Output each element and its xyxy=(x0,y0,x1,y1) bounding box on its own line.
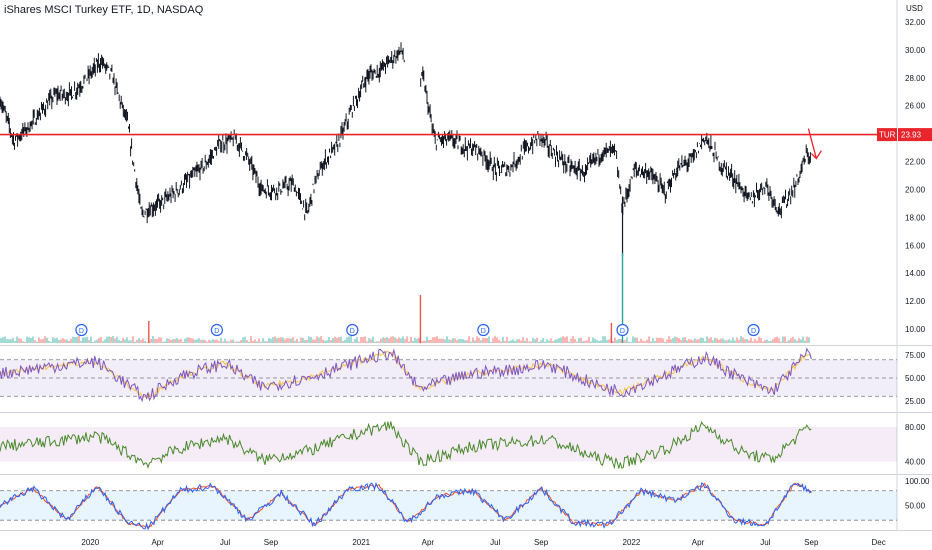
chart-title: iShares MSCI Turkey ETF, 1D, NASDAQ xyxy=(4,4,204,16)
dividend-label-2: D xyxy=(350,328,355,335)
time-tick-4: 2021 xyxy=(352,538,370,547)
time-tick-2: Jul xyxy=(220,538,230,547)
time-tick-0: 2020 xyxy=(81,538,99,547)
green-osc-tick-0: 80.00 xyxy=(905,423,926,432)
volume-up xyxy=(0,336,810,343)
price-tick-1: 30.00 xyxy=(905,46,926,55)
stoch-band xyxy=(0,490,897,521)
stoch-tick-0: 100.00 xyxy=(905,477,930,486)
time-tick-5: Apr xyxy=(422,538,435,547)
rsi-tick-1: 50.00 xyxy=(905,374,926,383)
price-tag-symbol-bg xyxy=(877,128,897,142)
projection-arrow-head xyxy=(810,150,822,160)
price-tick-3: 26.00 xyxy=(905,102,926,111)
time-tick-3: Sep xyxy=(264,538,279,547)
time-tick-10: Jul xyxy=(760,538,770,547)
stoch-tick-1: 50.00 xyxy=(905,501,926,510)
time-tick-1: Apr xyxy=(151,538,164,547)
price-tick-10: 12.00 xyxy=(905,297,926,306)
rsi-line xyxy=(0,347,812,403)
dividend-label-1: D xyxy=(214,328,219,335)
price-tick-9: 14.00 xyxy=(905,269,926,278)
price-tag-symbol: TUR xyxy=(879,131,896,140)
time-tick-9: Apr xyxy=(692,538,705,547)
price-tick-11: 10.00 xyxy=(905,325,926,334)
price-tick-7: 18.00 xyxy=(905,213,926,222)
price-tag: TUR 23.93 xyxy=(877,128,932,142)
price-tag-value: 23.93 xyxy=(901,131,922,140)
rsi-tick-0: 75.00 xyxy=(905,351,926,360)
price-tick-0: 32.00 xyxy=(905,18,926,27)
dividend-label-0: D xyxy=(79,328,84,335)
dividend-label-4: D xyxy=(620,328,625,335)
time-tick-8: 2022 xyxy=(623,538,641,547)
rsi-tick-2: 25.00 xyxy=(905,397,926,406)
dividend-marker-5 xyxy=(747,323,760,337)
dividend-marker-0 xyxy=(75,323,88,337)
time-tick-7: Sep xyxy=(534,538,549,547)
dividend-marker-3 xyxy=(477,323,490,337)
dividend-marker-1 xyxy=(210,323,223,337)
price-tick-8: 16.00 xyxy=(905,241,926,250)
price-tick-2: 28.00 xyxy=(905,74,926,83)
volume-down xyxy=(18,336,808,343)
currency-label: USD xyxy=(906,4,923,13)
projection-arrow xyxy=(807,128,818,159)
price-tag-value-bg xyxy=(898,128,932,142)
green-osc-line xyxy=(0,420,812,470)
stoch-k-line xyxy=(0,482,812,531)
dividend-marker-4 xyxy=(616,323,629,337)
time-tick-11: Sep xyxy=(804,538,819,547)
price-tick-6: 20.00 xyxy=(905,185,926,194)
green-osc-tick-1: 40.00 xyxy=(905,458,926,467)
dividend-label-3: D xyxy=(481,328,486,335)
dividend-marker-2 xyxy=(346,323,359,337)
time-tick-12: Dec xyxy=(872,538,886,547)
time-tick-6: Jul xyxy=(490,538,500,547)
dividend-label-5: D xyxy=(751,328,756,335)
price-tick-5: 22.00 xyxy=(905,158,926,167)
